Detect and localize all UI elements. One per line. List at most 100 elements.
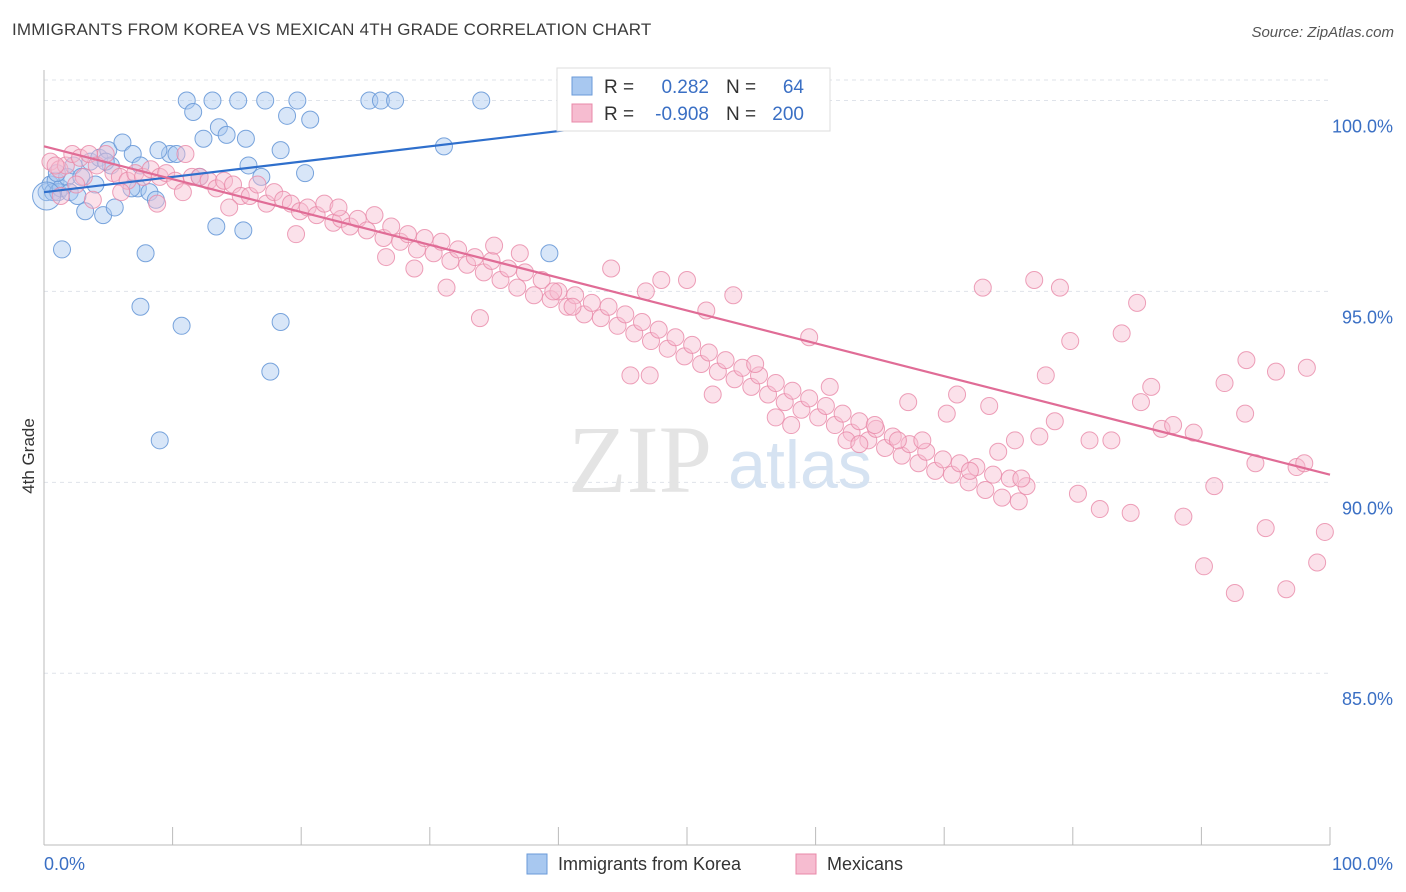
mexicans-point — [549, 282, 568, 301]
mexicans-point — [850, 412, 869, 431]
mexicans-point — [1036, 366, 1055, 385]
mexicans-point — [377, 248, 396, 267]
legend-mex-n-label: N = — [726, 104, 756, 125]
legend-korea-n-value: 64 — [783, 77, 805, 98]
korea-point — [177, 91, 196, 110]
korea-point — [150, 431, 169, 450]
mexicans-point — [950, 454, 969, 473]
legend-korea-r-value: 0.282 — [661, 77, 709, 98]
legend-korea-n-label: N = — [726, 77, 756, 98]
mexicans-point — [74, 167, 93, 186]
series-mexicans-points — [41, 144, 1334, 603]
mexicans-point — [176, 144, 195, 163]
mexicans-point — [510, 244, 529, 263]
mexicans-point — [850, 435, 869, 454]
mexicans-point — [1225, 584, 1244, 603]
mexicans-point — [1131, 393, 1150, 412]
mexicans-point — [984, 465, 1003, 484]
korea-point — [217, 125, 236, 144]
mexicans-point — [1025, 270, 1044, 289]
korea-point — [239, 156, 258, 175]
mexicans-point — [1030, 427, 1049, 446]
mexicans-point — [485, 236, 504, 255]
mexicans-point — [973, 278, 992, 297]
mexicans-point — [933, 450, 952, 469]
mexicans-point — [1142, 377, 1161, 396]
mexicans-point — [1237, 351, 1256, 370]
bottom-legend-mex-label: Mexicans — [827, 854, 903, 874]
mexicans-point — [1164, 416, 1183, 435]
mexicans-point — [458, 255, 477, 274]
mexicans-trend-line — [43, 145, 1331, 476]
mexicans-point — [1090, 500, 1109, 519]
mexicans-point — [582, 293, 601, 312]
mexicans-point — [1184, 423, 1203, 442]
mexicans-point — [1174, 507, 1193, 526]
mexicans-point — [148, 194, 167, 213]
mexicans-point — [959, 473, 978, 492]
mexicans-point — [215, 171, 234, 190]
korea-point — [301, 110, 320, 129]
y-tick-label: 85.0% — [1342, 689, 1393, 709]
korea-point — [203, 91, 222, 110]
mexicans-point — [724, 286, 743, 305]
korea-point — [149, 141, 168, 160]
axes: 85.0% 90.0% 95.0% 100.0% 0.0% 100.0% — [43, 70, 1393, 874]
legend-korea-swatch — [571, 76, 593, 96]
mexicans-point — [532, 270, 551, 289]
bottom-legend-korea-swatch — [526, 853, 548, 875]
mexicans-point — [524, 286, 543, 305]
watermark-atlas: atlas — [728, 427, 872, 503]
mexicans-point — [1005, 431, 1024, 450]
korea-point — [194, 129, 213, 148]
korea-point — [113, 133, 132, 152]
mexicans-point — [783, 381, 802, 400]
mexicans-point — [917, 442, 936, 461]
korea-point-large — [32, 181, 62, 211]
mexicans-point — [248, 175, 267, 194]
mexicans-point — [1194, 557, 1213, 576]
mexicans-point — [1112, 324, 1131, 343]
korea-point — [136, 244, 155, 263]
mexicans-point — [989, 442, 1008, 461]
korea-point — [172, 316, 191, 335]
mexicans-point — [621, 366, 640, 385]
korea-point — [271, 312, 290, 331]
korea-point — [184, 102, 203, 121]
y-tick-label: 95.0% — [1342, 307, 1393, 327]
mexicans-point — [287, 225, 306, 244]
mexicans-point — [1050, 278, 1069, 297]
stats-legend: R = 0.282 N = 64 R = -0.908 N = 200 — [556, 67, 831, 132]
korea-point — [131, 297, 150, 316]
mexicans-point — [782, 416, 801, 435]
mexicans-point — [649, 320, 668, 339]
mexicans-point — [1277, 580, 1296, 599]
bottom-legend-korea-label: Immigrants from Korea — [558, 854, 742, 874]
mexicans-point — [980, 396, 999, 415]
korea-point — [128, 179, 147, 198]
korea-point — [296, 164, 315, 183]
mexicans-point — [865, 416, 884, 435]
mexicans-point — [1205, 477, 1224, 496]
mexicans-point — [566, 286, 585, 305]
mexicans-point — [599, 297, 618, 316]
mexicans-point — [1315, 522, 1334, 541]
mexicans-point — [544, 282, 563, 301]
mexicans-point — [820, 377, 839, 396]
mexicans-point — [616, 305, 635, 324]
mexicans-point — [937, 404, 956, 423]
mexicans-point — [899, 393, 918, 412]
korea-point — [256, 91, 275, 110]
mexicans-point — [699, 343, 718, 362]
korea-point — [288, 91, 307, 110]
legend-mex-r-value: -0.908 — [655, 104, 709, 125]
mexicans-point — [265, 183, 284, 202]
mexicans-point — [220, 198, 239, 217]
korea-point — [234, 221, 253, 240]
watermark-zip: ZIP — [568, 406, 712, 513]
mexicans-point — [112, 183, 131, 202]
y-axis-label: 4th Grade — [19, 418, 38, 494]
mexicans-point — [46, 156, 65, 175]
mexicans-point — [678, 270, 696, 289]
